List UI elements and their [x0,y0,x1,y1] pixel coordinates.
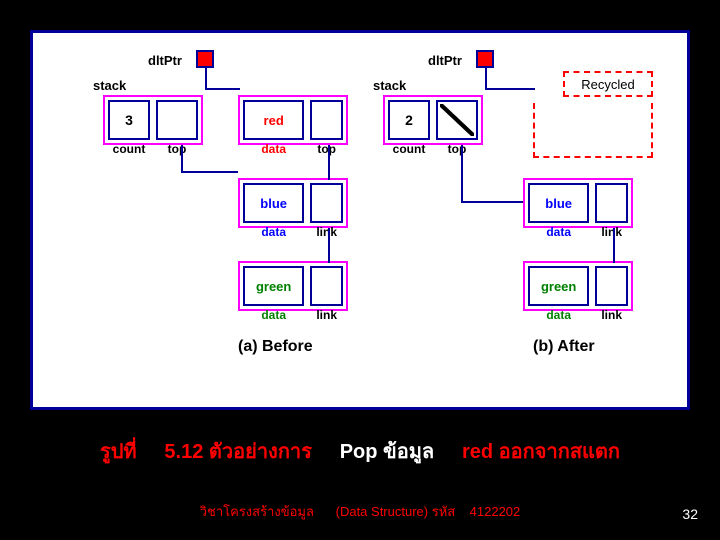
count-value-before: 3 [125,112,133,128]
top-label: top [158,142,196,156]
connector [205,68,207,88]
node-green-after-value: green [541,279,576,294]
data-label-4: data [530,225,587,239]
node-green-before: green data link [238,261,348,311]
footer-b: (Data Structure) รหัส [336,504,456,519]
link-label: link [312,225,341,239]
title-line: รูปที่ 5.12 ตัวอย่างการ Pop ข้อมูล red อ… [0,435,720,467]
top-label-3: top [438,142,476,156]
node-blue-value: blue [260,196,287,211]
title-part1: รูปที่ [100,441,137,463]
diagram-frame: dltPtr stack 3 count top red data top bl… [30,30,690,410]
stack-box-after: 2 count top [383,95,483,145]
dltptr-label-after: dltPtr [428,53,462,68]
footer-c: 4122202 [470,504,521,519]
dltptr-box-before [196,50,214,68]
connector [205,88,240,90]
title-part3: Pop ข้อมูล [340,441,434,463]
connector [485,88,535,90]
dltptr-box-after [476,50,494,68]
connector [613,228,615,263]
node-blue-before: blue data link [238,178,348,228]
data-label-3: data [245,308,302,322]
recycled-box [533,103,653,158]
node-green-after: green data link [523,261,633,311]
data-label-5: data [530,308,587,322]
connector [181,145,183,173]
connector [328,145,330,180]
data-label-2: data [245,225,302,239]
connector [461,201,523,203]
title-part2: 5.12 ตัวอย่างการ [164,441,312,463]
link-label-2: link [312,308,341,322]
top-label-2: top [312,142,341,156]
caption-before: (a) Before [238,338,313,356]
stack-box-before: 3 count top [103,95,203,145]
connector [181,171,238,173]
footer-line: วิชาโครงสร้างข้อมูล (Data Structure) รหั… [0,501,720,522]
stack-label-after: stack [373,78,406,93]
stack-label-before: stack [93,78,126,93]
connector [485,68,487,88]
link-label-4: link [597,308,626,322]
node-green-value: green [256,279,291,294]
count-label-2: count [390,142,428,156]
count-value-after: 2 [405,112,413,128]
dltptr-label-before: dltPtr [148,53,182,68]
footer-a: วิชาโครงสร้างข้อมูล [200,504,314,519]
title-part4: red ออกจากสแตก [462,441,620,463]
recycled-label: Recycled [563,71,653,97]
count-label: count [110,142,148,156]
node-red-value: red [264,113,284,128]
node-blue-after: blue data link [523,178,633,228]
caption-after: (b) After [533,338,595,356]
node-blue-after-value: blue [545,196,572,211]
page-number: 32 [682,506,698,522]
node-red: red data top [238,95,348,145]
connector [461,145,463,203]
data-label: data [245,142,302,156]
link-label-3: link [597,225,626,239]
connector [328,228,330,263]
